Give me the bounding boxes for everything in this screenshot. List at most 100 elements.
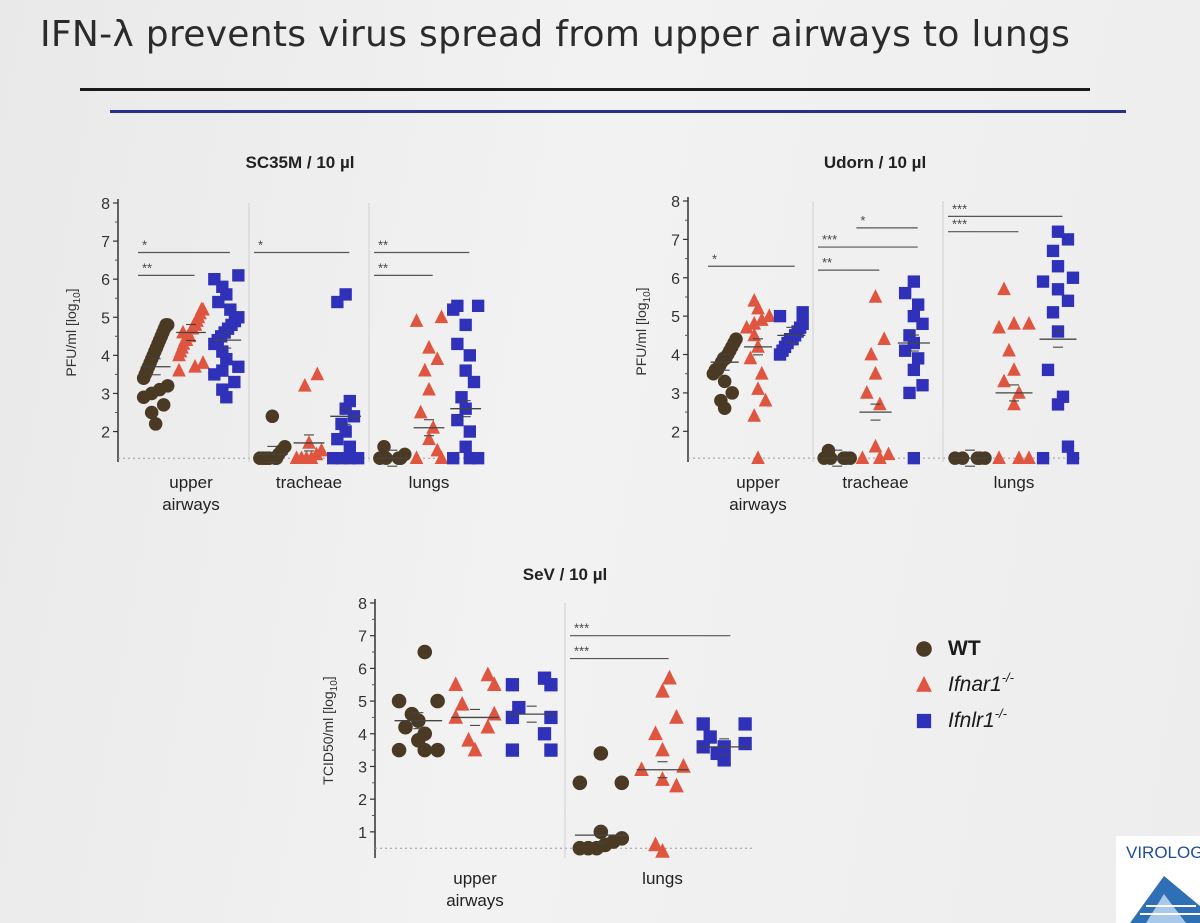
- y-tick-label: 8: [671, 194, 680, 211]
- data-point-ifnlr1: [505, 743, 520, 757]
- data-point-ifnar1: [486, 705, 502, 721]
- significance-label: *: [712, 251, 717, 266]
- data-point-ifnar1: [434, 309, 449, 324]
- data-point-ifnar1: [873, 450, 887, 465]
- significance-label: ***: [574, 621, 589, 636]
- data-point-wt: [725, 386, 739, 400]
- data-point-wt: [430, 693, 445, 709]
- data-point-ifnlr1: [1061, 233, 1075, 246]
- data-point-ifnlr1: [471, 299, 485, 313]
- y-axis-label: PFU/ml [log10]: [63, 288, 83, 376]
- significance-label: ***: [952, 201, 967, 216]
- data-point-ifnar1: [751, 339, 765, 353]
- slide-title: IFN-λ prevents virus spread from upper a…: [40, 14, 1071, 55]
- data-point-ifnar1: [310, 366, 325, 381]
- data-point-ifnar1: [409, 313, 424, 327]
- y-tick-label: 5: [101, 310, 110, 327]
- significance-label: *: [860, 213, 865, 228]
- data-point-ifnlr1: [463, 425, 476, 438]
- legend: WT Ifnar1-/- Ifnlr1-/-: [916, 637, 1015, 732]
- data-point-ifnar1: [655, 741, 670, 757]
- y-tick-label: 7: [671, 232, 680, 249]
- significance-label: **: [378, 260, 388, 275]
- legend-marker-ifnar1: [916, 676, 932, 692]
- x-group-label: airways: [162, 495, 220, 514]
- data-point-ifnlr1: [1046, 244, 1060, 258]
- data-point-wt: [593, 746, 609, 761]
- data-point-ifnar1: [747, 327, 762, 342]
- logo-text: VIROLOG: [1126, 843, 1200, 862]
- data-point-wt: [391, 693, 407, 709]
- data-point-ifnar1: [751, 381, 765, 395]
- data-point-ifnar1: [1022, 450, 1036, 465]
- data-point-wt: [278, 440, 292, 454]
- data-point-ifnlr1: [544, 710, 558, 725]
- y-tick-label: 5: [671, 309, 680, 326]
- data-point-ifnar1: [754, 312, 769, 326]
- data-point-ifnlr1: [467, 375, 481, 389]
- data-point-ifnar1: [448, 709, 464, 724]
- data-point-ifnlr1: [916, 379, 929, 392]
- data-point-ifnar1: [762, 308, 777, 322]
- data-point-ifnar1: [1012, 450, 1026, 465]
- data-point-ifnar1: [868, 438, 883, 453]
- data-point-wt: [398, 447, 412, 462]
- data-point-wt: [156, 398, 171, 412]
- data-point-ifnlr1: [907, 275, 921, 288]
- significance-label: *: [142, 238, 147, 253]
- data-point-ifnlr1: [447, 452, 460, 465]
- data-point-ifnar1: [634, 761, 649, 777]
- x-group-label: lungs: [642, 869, 683, 888]
- data-point-ifnar1: [418, 362, 432, 377]
- data-point-ifnlr1: [216, 364, 229, 377]
- y-tick-label: 3: [101, 386, 110, 403]
- data-point-ifnlr1: [537, 671, 552, 685]
- data-point-ifnlr1: [544, 743, 558, 757]
- data-point-ifnlr1: [1061, 440, 1075, 453]
- data-point-ifnlr1: [232, 360, 245, 373]
- y-tick-label: 6: [671, 271, 680, 288]
- data-point-ifnar1: [747, 292, 762, 307]
- data-point-wt: [614, 775, 630, 791]
- data-point-ifnar1: [486, 676, 502, 692]
- data-point-ifnar1: [751, 300, 765, 315]
- data-point-ifnar1: [655, 771, 670, 786]
- title-divider-black: [80, 88, 1090, 91]
- data-point-ifnar1: [480, 718, 496, 734]
- data-point-ifnlr1: [696, 717, 710, 731]
- x-group-label: tracheae: [842, 473, 908, 492]
- data-point-ifnar1: [434, 450, 449, 465]
- x-group-label: airways: [729, 495, 787, 514]
- data-point-ifnlr1: [1066, 451, 1080, 465]
- y-axis-label: PFU/ml [log10]: [633, 287, 653, 375]
- legend-label: Ifnar1-/-: [948, 670, 1015, 696]
- legend-label: Ifnlr1-/-: [948, 706, 1008, 732]
- y-tick-label: 5: [358, 694, 367, 711]
- data-point-ifnar1: [997, 373, 1011, 388]
- university-logo: VIROLOG: [1116, 836, 1200, 923]
- data-point-ifnlr1: [455, 391, 468, 404]
- x-group-label: airways: [446, 891, 504, 910]
- data-point-ifnlr1: [339, 288, 352, 301]
- data-point-ifnlr1: [351, 452, 365, 465]
- significance-label: ***: [952, 217, 967, 232]
- data-point-ifnlr1: [907, 309, 921, 323]
- data-point-wt: [160, 379, 175, 393]
- data-point-ifnar1: [467, 741, 483, 757]
- data-point-ifnar1: [662, 669, 677, 685]
- x-group-label: upper: [169, 473, 213, 492]
- data-point-ifnar1: [179, 332, 194, 346]
- data-point-ifnlr1: [1066, 271, 1080, 284]
- data-point-ifnlr1: [912, 298, 925, 311]
- data-point-ifnlr1: [1041, 363, 1055, 377]
- data-point-ifnar1: [655, 843, 670, 858]
- data-point-ifnlr1: [216, 383, 229, 396]
- data-point-ifnar1: [426, 419, 440, 434]
- data-point-wt: [572, 775, 588, 791]
- significance-label: **: [142, 260, 152, 275]
- data-point-ifnlr1: [1036, 275, 1050, 288]
- data-point-ifnar1: [868, 289, 883, 303]
- data-point-ifnar1: [754, 365, 769, 380]
- data-point-wt: [265, 409, 280, 424]
- data-point-ifnar1: [992, 450, 1006, 465]
